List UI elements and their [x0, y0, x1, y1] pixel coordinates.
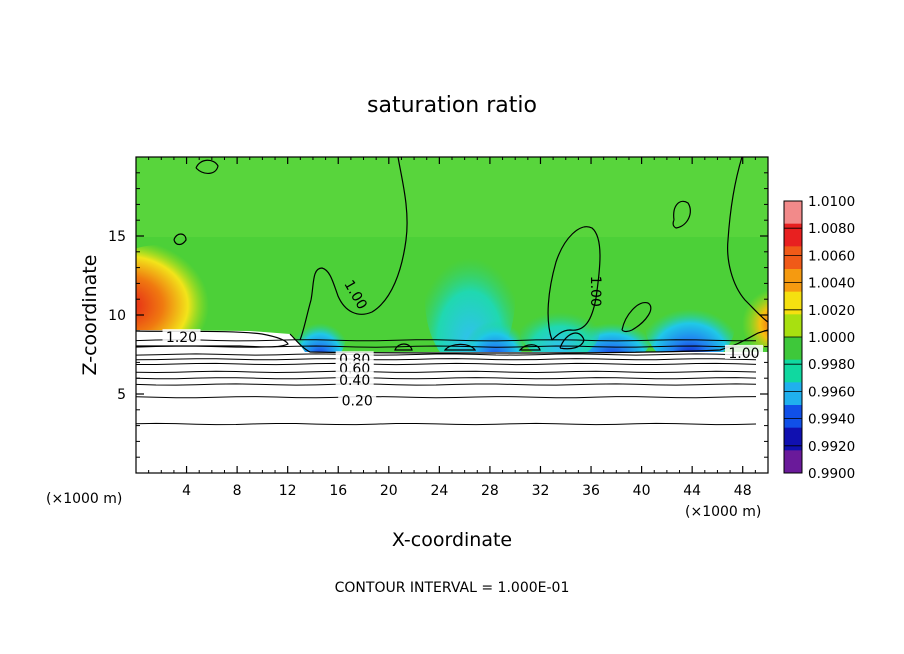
colorbar-swatch — [784, 246, 802, 270]
contour-1-00-f — [195, 159, 219, 174]
contour-label: 0.40 — [339, 373, 370, 389]
contour-levels — [136, 339, 757, 426]
contour-label-bg — [162, 329, 201, 344]
x-tick-label: 24 — [430, 483, 448, 499]
heatmap-field — [136, 157, 768, 473]
contour-label: 1.20 — [166, 330, 197, 346]
contour-label-bg — [335, 360, 374, 375]
x-unit-left: (×1000 m) — [46, 491, 122, 507]
x-tick-label: 40 — [633, 483, 651, 499]
x-axis-label: X-coordinate — [392, 529, 512, 551]
contour-1-00-e — [727, 157, 768, 323]
contour-level-line — [136, 377, 757, 380]
y-axis-ticks: 5 10 15 — [108, 172, 768, 458]
colorbar: 1.0100 1.0080 1.0060 1.0040 1.0020 1.0000 0.99… — [783, 194, 855, 482]
colorbar-label: 1.0000 — [808, 330, 855, 346]
contour-label: 1.00 — [587, 276, 603, 307]
contour-1-00-b — [547, 226, 601, 341]
colorbar-label: 0.9980 — [808, 357, 855, 373]
contour-level-line — [136, 370, 757, 374]
x-axis-ticks: 4 8 12 16 20 24 28 32 36 40 44 48 — [148, 157, 756, 499]
x-tick-label: 8 — [233, 483, 242, 499]
x-tick-label: 44 — [683, 483, 701, 499]
colorbar-label: 1.0060 — [808, 248, 855, 264]
contour-label: 1.00 — [728, 346, 759, 362]
contour-1-00-c — [621, 302, 652, 333]
field-lightgreen-band — [136, 157, 768, 237]
colorbar-label: 0.9920 — [808, 439, 855, 455]
x-tick-label: 36 — [582, 483, 600, 499]
contour-level-line — [136, 353, 757, 356]
contour-1-00-a — [299, 157, 408, 341]
y-tick-label: 5 — [117, 387, 126, 403]
colorbar-swatch — [784, 427, 802, 451]
contour-level-line — [136, 358, 757, 361]
y-tick-label: 15 — [108, 229, 126, 245]
colorbar-label: 0.9940 — [808, 412, 855, 428]
colorbar-label: 0.9960 — [808, 384, 855, 400]
x-tick-label: 12 — [279, 483, 297, 499]
x-tick-label: 48 — [734, 483, 752, 499]
contour-labels: 1.201.00 1.001.000.800.600.400.20 — [162, 276, 763, 409]
contour-level-line — [136, 345, 757, 348]
colorbar-label: 0.9900 — [808, 466, 855, 482]
colorbar-swatch — [784, 450, 802, 474]
contour-label: 0.20 — [342, 393, 373, 409]
colorbar-swatch — [784, 269, 802, 293]
field-blue-blob-4 — [645, 285, 735, 365]
y-tick-label: 10 — [108, 308, 126, 324]
colorbar-swatch — [784, 405, 802, 429]
colorbar-swatch — [784, 201, 802, 225]
x-tick-label: 16 — [329, 483, 347, 499]
x-tick-label: 4 — [182, 483, 191, 499]
colorbar-swatch — [784, 223, 802, 247]
colorbar-label: 1.0080 — [808, 221, 855, 237]
x-tick-label: 32 — [532, 483, 550, 499]
colorbar-swatch — [784, 291, 802, 315]
contour-label-bg — [335, 371, 374, 386]
colorbar-swatch — [784, 337, 802, 361]
contour-label-bg — [724, 344, 763, 359]
contour-level-line — [136, 362, 757, 366]
x-unit-right: (×1000 m) — [685, 504, 761, 520]
x-tick-label: 28 — [481, 483, 499, 499]
field-red-blob-left — [136, 245, 230, 355]
contour-interval-footer: CONTOUR INTERVAL = 1.000E-01 — [335, 580, 570, 596]
field-red-blob-right — [730, 288, 768, 348]
colorbar-swatch — [784, 359, 802, 383]
contour-level-line — [136, 396, 757, 399]
contour-1-00-d — [672, 200, 691, 229]
y-axis-label: Z-coordinate — [79, 255, 101, 376]
contour-1-00-g — [173, 233, 187, 246]
colorbar-swatch — [784, 314, 802, 338]
field-lower-white — [136, 352, 768, 473]
colorbar-label: 1.0040 — [808, 276, 855, 292]
contour-level-line — [136, 383, 757, 386]
colorbar-label: 1.0100 — [808, 194, 855, 210]
colorbar-label: 1.0020 — [808, 303, 855, 319]
contour-level-line — [136, 422, 757, 426]
contour-1-00-h — [394, 332, 585, 351]
colorbar-swatch — [784, 382, 802, 406]
contour-level-line — [136, 339, 756, 342]
contour-label-bg — [338, 392, 377, 407]
field-cyan-blob-2 — [520, 300, 600, 360]
x-tick-label: 20 — [380, 483, 398, 499]
chart-title: saturation ratio — [367, 93, 537, 118]
